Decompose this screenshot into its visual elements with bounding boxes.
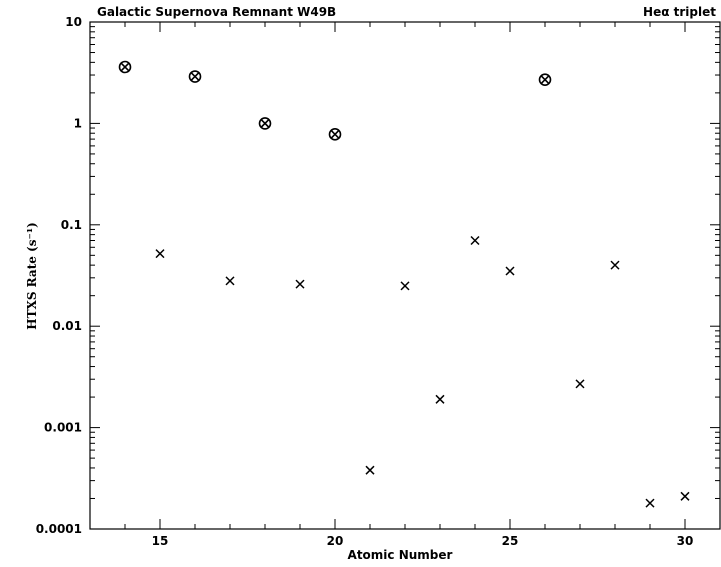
cross-point [575, 379, 585, 389]
cross-point [155, 249, 165, 259]
chart-title: Galactic Supernova Remnant W49B [97, 5, 336, 19]
circled-cross-point [258, 117, 272, 130]
y-tick-label: 0.1 [61, 218, 82, 232]
circled-cross-point [538, 73, 552, 86]
y-tick-label: 10 [65, 15, 82, 29]
circled-cross-point [118, 60, 132, 74]
y-axis-label: HTXS Rate (s⁻¹) [25, 222, 39, 330]
cross-point [645, 498, 655, 508]
y-tick-label: 0.01 [52, 319, 82, 333]
x-tick-label: 15 [152, 534, 169, 548]
cross-point [680, 491, 690, 501]
cross-point [365, 465, 375, 475]
chart-subtitle: Heα triplet [643, 5, 716, 19]
x-tick-label: 20 [327, 534, 344, 548]
cross-point [470, 235, 480, 246]
cross-point [400, 281, 410, 291]
cross-point [610, 260, 620, 270]
circled-cross-point [328, 128, 342, 141]
y-tick-label: 0.001 [44, 421, 82, 435]
y-tick-label: 1 [74, 116, 82, 130]
axes-layer: 15 20 25 30 0.0001 0.001 0.01 0.1 1 10 [36, 15, 721, 548]
cross-point [505, 266, 515, 276]
cross-point [225, 276, 235, 286]
cross-point [295, 279, 305, 289]
circled-cross-point [188, 70, 202, 83]
cross-point [435, 394, 445, 404]
x-tick-label: 25 [502, 534, 519, 548]
plot-frame [89, 21, 721, 530]
marks-layer [118, 60, 690, 508]
x-tick-label: 30 [677, 534, 694, 548]
y-tick-label: 0.0001 [36, 522, 82, 536]
x-axis-label: Atomic Number [348, 548, 453, 562]
